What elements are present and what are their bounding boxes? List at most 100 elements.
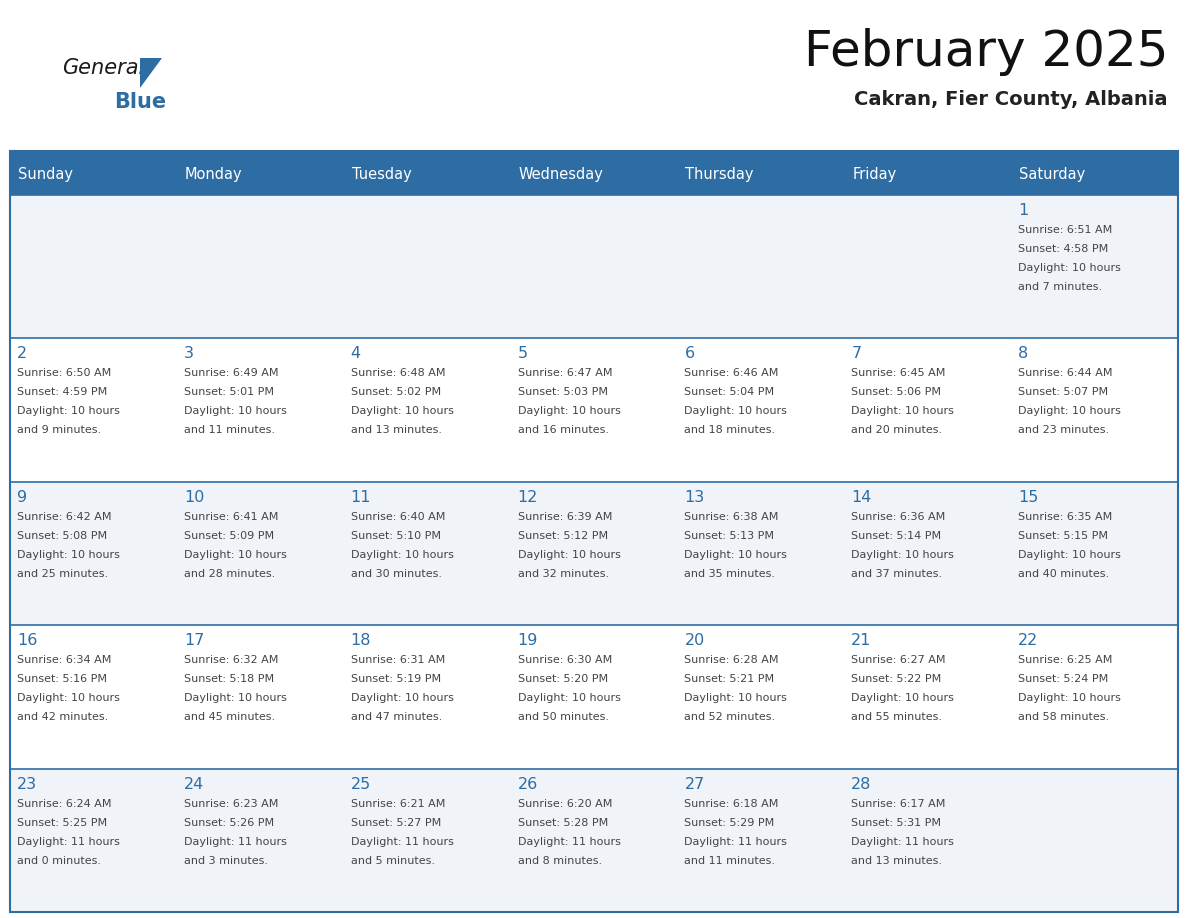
- Text: 12: 12: [518, 490, 538, 505]
- Text: 18: 18: [350, 633, 371, 648]
- Text: 2: 2: [17, 346, 27, 362]
- Text: and 20 minutes.: and 20 minutes.: [852, 425, 942, 435]
- Text: Daylight: 10 hours: Daylight: 10 hours: [1018, 263, 1121, 273]
- Text: Sunset: 5:02 PM: Sunset: 5:02 PM: [350, 387, 441, 397]
- Text: Sunrise: 6:45 AM: Sunrise: 6:45 AM: [852, 368, 946, 378]
- Text: 24: 24: [184, 777, 204, 791]
- Text: 6: 6: [684, 346, 695, 362]
- Text: February 2025: February 2025: [803, 28, 1168, 76]
- Text: Tuesday: Tuesday: [352, 167, 411, 183]
- Text: 10: 10: [184, 490, 204, 505]
- Text: Daylight: 10 hours: Daylight: 10 hours: [184, 550, 286, 560]
- Bar: [10, 482, 1178, 625]
- Text: 14: 14: [852, 490, 872, 505]
- Text: Sunrise: 6:40 AM: Sunrise: 6:40 AM: [350, 512, 446, 521]
- Text: Sunset: 5:31 PM: Sunset: 5:31 PM: [852, 818, 941, 828]
- Text: and 9 minutes.: and 9 minutes.: [17, 425, 101, 435]
- Text: and 13 minutes.: and 13 minutes.: [350, 425, 442, 435]
- Text: Sunrise: 6:48 AM: Sunrise: 6:48 AM: [350, 368, 446, 378]
- Text: General: General: [62, 58, 144, 78]
- Text: Sunset: 5:24 PM: Sunset: 5:24 PM: [1018, 674, 1108, 684]
- Text: Sunrise: 6:24 AM: Sunrise: 6:24 AM: [17, 799, 112, 809]
- Text: Daylight: 10 hours: Daylight: 10 hours: [17, 407, 120, 417]
- Text: Sunday: Sunday: [18, 167, 72, 183]
- Text: Sunrise: 6:51 AM: Sunrise: 6:51 AM: [1018, 225, 1112, 235]
- Text: 7: 7: [852, 346, 861, 362]
- Text: Daylight: 10 hours: Daylight: 10 hours: [852, 693, 954, 703]
- Text: Daylight: 10 hours: Daylight: 10 hours: [518, 550, 620, 560]
- Text: Daylight: 10 hours: Daylight: 10 hours: [17, 693, 120, 703]
- Text: Sunrise: 6:32 AM: Sunrise: 6:32 AM: [184, 655, 278, 666]
- Text: Sunrise: 6:21 AM: Sunrise: 6:21 AM: [350, 799, 446, 809]
- Text: Sunset: 5:28 PM: Sunset: 5:28 PM: [518, 818, 608, 828]
- Text: Blue: Blue: [114, 92, 166, 112]
- Text: and 28 minutes.: and 28 minutes.: [184, 569, 276, 579]
- Text: 17: 17: [184, 633, 204, 648]
- Text: and 5 minutes.: and 5 minutes.: [350, 856, 435, 866]
- Text: Sunrise: 6:23 AM: Sunrise: 6:23 AM: [184, 799, 278, 809]
- Text: 16: 16: [17, 633, 37, 648]
- Text: 23: 23: [17, 777, 37, 791]
- Text: 8: 8: [1018, 346, 1029, 362]
- Text: and 30 minutes.: and 30 minutes.: [350, 569, 442, 579]
- Text: Daylight: 10 hours: Daylight: 10 hours: [184, 693, 286, 703]
- Text: Daylight: 10 hours: Daylight: 10 hours: [1018, 407, 1121, 417]
- Text: Thursday: Thursday: [685, 167, 754, 183]
- Bar: [10, 339, 1178, 482]
- Bar: [10, 625, 1178, 768]
- Text: and 47 minutes.: and 47 minutes.: [350, 712, 442, 722]
- Text: Sunset: 5:01 PM: Sunset: 5:01 PM: [184, 387, 274, 397]
- Bar: [10, 155, 1178, 195]
- Text: Sunset: 4:59 PM: Sunset: 4:59 PM: [17, 387, 107, 397]
- Text: 20: 20: [684, 633, 704, 648]
- Text: Sunset: 5:20 PM: Sunset: 5:20 PM: [518, 674, 608, 684]
- Text: 4: 4: [350, 346, 361, 362]
- Text: Daylight: 10 hours: Daylight: 10 hours: [1018, 693, 1121, 703]
- Text: Daylight: 10 hours: Daylight: 10 hours: [684, 693, 788, 703]
- Text: Daylight: 11 hours: Daylight: 11 hours: [184, 836, 286, 846]
- Text: and 0 minutes.: and 0 minutes.: [17, 856, 101, 866]
- Text: 22: 22: [1018, 633, 1038, 648]
- Text: Sunset: 5:14 PM: Sunset: 5:14 PM: [852, 531, 941, 541]
- Text: Sunset: 5:21 PM: Sunset: 5:21 PM: [684, 674, 775, 684]
- Text: Daylight: 11 hours: Daylight: 11 hours: [852, 836, 954, 846]
- Text: Sunset: 5:07 PM: Sunset: 5:07 PM: [1018, 387, 1108, 397]
- Text: and 7 minutes.: and 7 minutes.: [1018, 282, 1102, 292]
- Text: Sunset: 5:26 PM: Sunset: 5:26 PM: [184, 818, 274, 828]
- Bar: [10, 151, 1178, 912]
- Text: Sunrise: 6:18 AM: Sunrise: 6:18 AM: [684, 799, 779, 809]
- Text: and 42 minutes.: and 42 minutes.: [17, 712, 108, 722]
- Text: and 23 minutes.: and 23 minutes.: [1018, 425, 1110, 435]
- Text: Sunrise: 6:47 AM: Sunrise: 6:47 AM: [518, 368, 612, 378]
- Text: Sunset: 5:06 PM: Sunset: 5:06 PM: [852, 387, 941, 397]
- Text: Daylight: 11 hours: Daylight: 11 hours: [350, 836, 454, 846]
- Text: Daylight: 11 hours: Daylight: 11 hours: [518, 836, 620, 846]
- Text: and 3 minutes.: and 3 minutes.: [184, 856, 267, 866]
- Text: 27: 27: [684, 777, 704, 791]
- Text: Monday: Monday: [185, 167, 242, 183]
- Text: Sunrise: 6:17 AM: Sunrise: 6:17 AM: [852, 799, 946, 809]
- Text: and 37 minutes.: and 37 minutes.: [852, 569, 942, 579]
- Bar: [10, 151, 1178, 155]
- Text: Daylight: 10 hours: Daylight: 10 hours: [350, 550, 454, 560]
- Text: Sunrise: 6:30 AM: Sunrise: 6:30 AM: [518, 655, 612, 666]
- Text: Sunset: 5:16 PM: Sunset: 5:16 PM: [17, 674, 107, 684]
- Text: 21: 21: [852, 633, 872, 648]
- Text: 13: 13: [684, 490, 704, 505]
- Text: Daylight: 10 hours: Daylight: 10 hours: [684, 407, 788, 417]
- Text: 19: 19: [518, 633, 538, 648]
- Text: and 32 minutes.: and 32 minutes.: [518, 569, 608, 579]
- Text: and 58 minutes.: and 58 minutes.: [1018, 712, 1110, 722]
- Text: Sunrise: 6:38 AM: Sunrise: 6:38 AM: [684, 512, 779, 521]
- Text: Daylight: 10 hours: Daylight: 10 hours: [1018, 550, 1121, 560]
- Text: 11: 11: [350, 490, 371, 505]
- Text: Wednesday: Wednesday: [519, 167, 604, 183]
- Text: Sunset: 5:04 PM: Sunset: 5:04 PM: [684, 387, 775, 397]
- Text: 5: 5: [518, 346, 527, 362]
- Text: 3: 3: [184, 346, 194, 362]
- Text: Sunrise: 6:39 AM: Sunrise: 6:39 AM: [518, 512, 612, 521]
- Text: Sunrise: 6:36 AM: Sunrise: 6:36 AM: [852, 512, 946, 521]
- Text: Sunrise: 6:20 AM: Sunrise: 6:20 AM: [518, 799, 612, 809]
- Text: Daylight: 11 hours: Daylight: 11 hours: [17, 836, 120, 846]
- Text: Sunset: 4:58 PM: Sunset: 4:58 PM: [1018, 244, 1108, 254]
